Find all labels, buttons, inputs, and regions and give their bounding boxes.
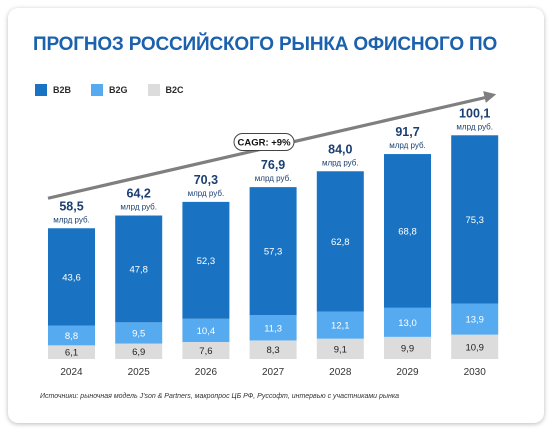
data-label-b2b-2028: 62,8 (331, 237, 350, 248)
bar-b2b-2024 (48, 228, 95, 326)
bar-b2c-2024 (48, 345, 95, 359)
total-label-2026: 70,3 (194, 173, 218, 187)
trend-arrow-head (483, 91, 497, 103)
x-tick-label-2024: 2024 (60, 367, 83, 378)
data-label-b2g-2028: 12,1 (331, 321, 350, 332)
source-note: Источники: рыночная модель J'son & Partn… (40, 393, 400, 400)
legend-item-b2g: B2G (91, 84, 128, 96)
cagr-label: CAGR: +9% (237, 137, 291, 148)
bar-b2b-2026 (182, 201, 230, 319)
x-tick-label-2030: 2030 (464, 367, 487, 378)
bar-b2c-2027 (249, 340, 297, 359)
legend-label-b2g: B2G (109, 85, 128, 95)
unit-label-2028: млрд руб. (322, 158, 359, 167)
x-tick-label-2029: 2029 (396, 367, 419, 378)
bar-b2c-2028 (316, 338, 364, 359)
bar-b2b-2025 (115, 215, 163, 323)
data-label-b2b-2027: 57,3 (264, 247, 283, 258)
bar-b2g-2029 (384, 307, 431, 337)
legend-swatch-b2c (147, 84, 160, 96)
unit-label-2026: млрд руб. (188, 189, 225, 198)
bar-b2g-2025 (115, 322, 163, 344)
bar-b2g-2024 (48, 325, 95, 346)
total-label-2027: 76,9 (261, 158, 285, 172)
bar-b2g-2028 (316, 311, 364, 339)
data-label-b2c-2025: 6,9 (132, 347, 145, 358)
bar-b2c-2029 (384, 336, 431, 359)
bar-b2b-2029 (384, 154, 431, 308)
legend-label-b2b: B2B (53, 85, 72, 95)
unit-label-2029: млрд руб. (389, 141, 426, 150)
data-label-b2g-2026: 10,4 (197, 326, 216, 337)
legend: B2B B2G B2C (35, 84, 184, 96)
total-label-2024: 58,5 (59, 199, 83, 213)
data-label-b2c-2029: 9,9 (401, 343, 414, 354)
x-tick-label-2025: 2025 (128, 367, 151, 378)
data-label-b2c-2027: 8,3 (266, 345, 279, 356)
total-label-2029: 91,7 (395, 125, 419, 139)
legend-swatch-b2b (35, 84, 47, 96)
unit-label-2025: млрд руб. (120, 203, 157, 212)
bar-b2c-2025 (115, 343, 163, 359)
total-label-2025: 64,2 (127, 187, 151, 201)
bar-b2c-2030 (451, 334, 499, 359)
data-label-b2g-2027: 11,3 (264, 323, 282, 334)
data-label-b2b-2026: 52,3 (197, 256, 216, 267)
data-label-b2g-2024: 8,8 (65, 331, 78, 342)
bar-b2b-2027 (249, 187, 297, 316)
data-label-b2b-2030: 75,3 (465, 215, 484, 226)
chart-title: ПРОГНОЗ РОССИЙСКОГО РЫНКА ОФИСНОГО ПО (33, 34, 498, 55)
data-label-b2b-2029: 68,8 (398, 226, 417, 237)
cagr-badge (233, 133, 295, 151)
bar-b2g-2027 (249, 315, 297, 341)
x-tick-label-2026: 2026 (195, 367, 218, 378)
data-label-b2g-2025: 9,5 (132, 328, 145, 339)
total-label-2028: 84,0 (328, 142, 352, 156)
unit-label-2030: млрд руб. (456, 122, 493, 131)
bar-b2g-2030 (451, 303, 499, 335)
data-label-b2c-2026: 7,6 (199, 346, 212, 357)
data-label-b2g-2030: 13,9 (465, 315, 484, 326)
bar-b2g-2026 (182, 318, 230, 343)
unit-label-2024: млрд руб. (53, 215, 90, 224)
legend-label-b2c: B2C (165, 85, 184, 95)
data-label-b2g-2029: 13,0 (398, 318, 417, 329)
unit-label-2027: млрд руб. (255, 174, 292, 183)
bar-b2b-2028 (316, 171, 364, 312)
bar-b2b-2030 (451, 135, 499, 304)
legend-item-b2b: B2B (35, 84, 71, 96)
data-label-b2c-2028: 9,1 (334, 344, 347, 355)
data-label-b2c-2030: 10,9 (465, 342, 484, 353)
x-tick-label-2028: 2028 (329, 367, 352, 378)
data-label-b2c-2024: 6,1 (65, 348, 78, 359)
data-label-b2b-2024: 43,6 (62, 272, 81, 283)
data-label-b2b-2025: 47,8 (129, 264, 148, 275)
bar-b2c-2026 (182, 342, 230, 359)
legend-swatch-b2g (91, 84, 104, 96)
total-label-2030: 100,1 (459, 106, 490, 120)
legend-item-b2c: B2C (147, 84, 184, 96)
x-tick-label-2027: 2027 (262, 367, 285, 378)
